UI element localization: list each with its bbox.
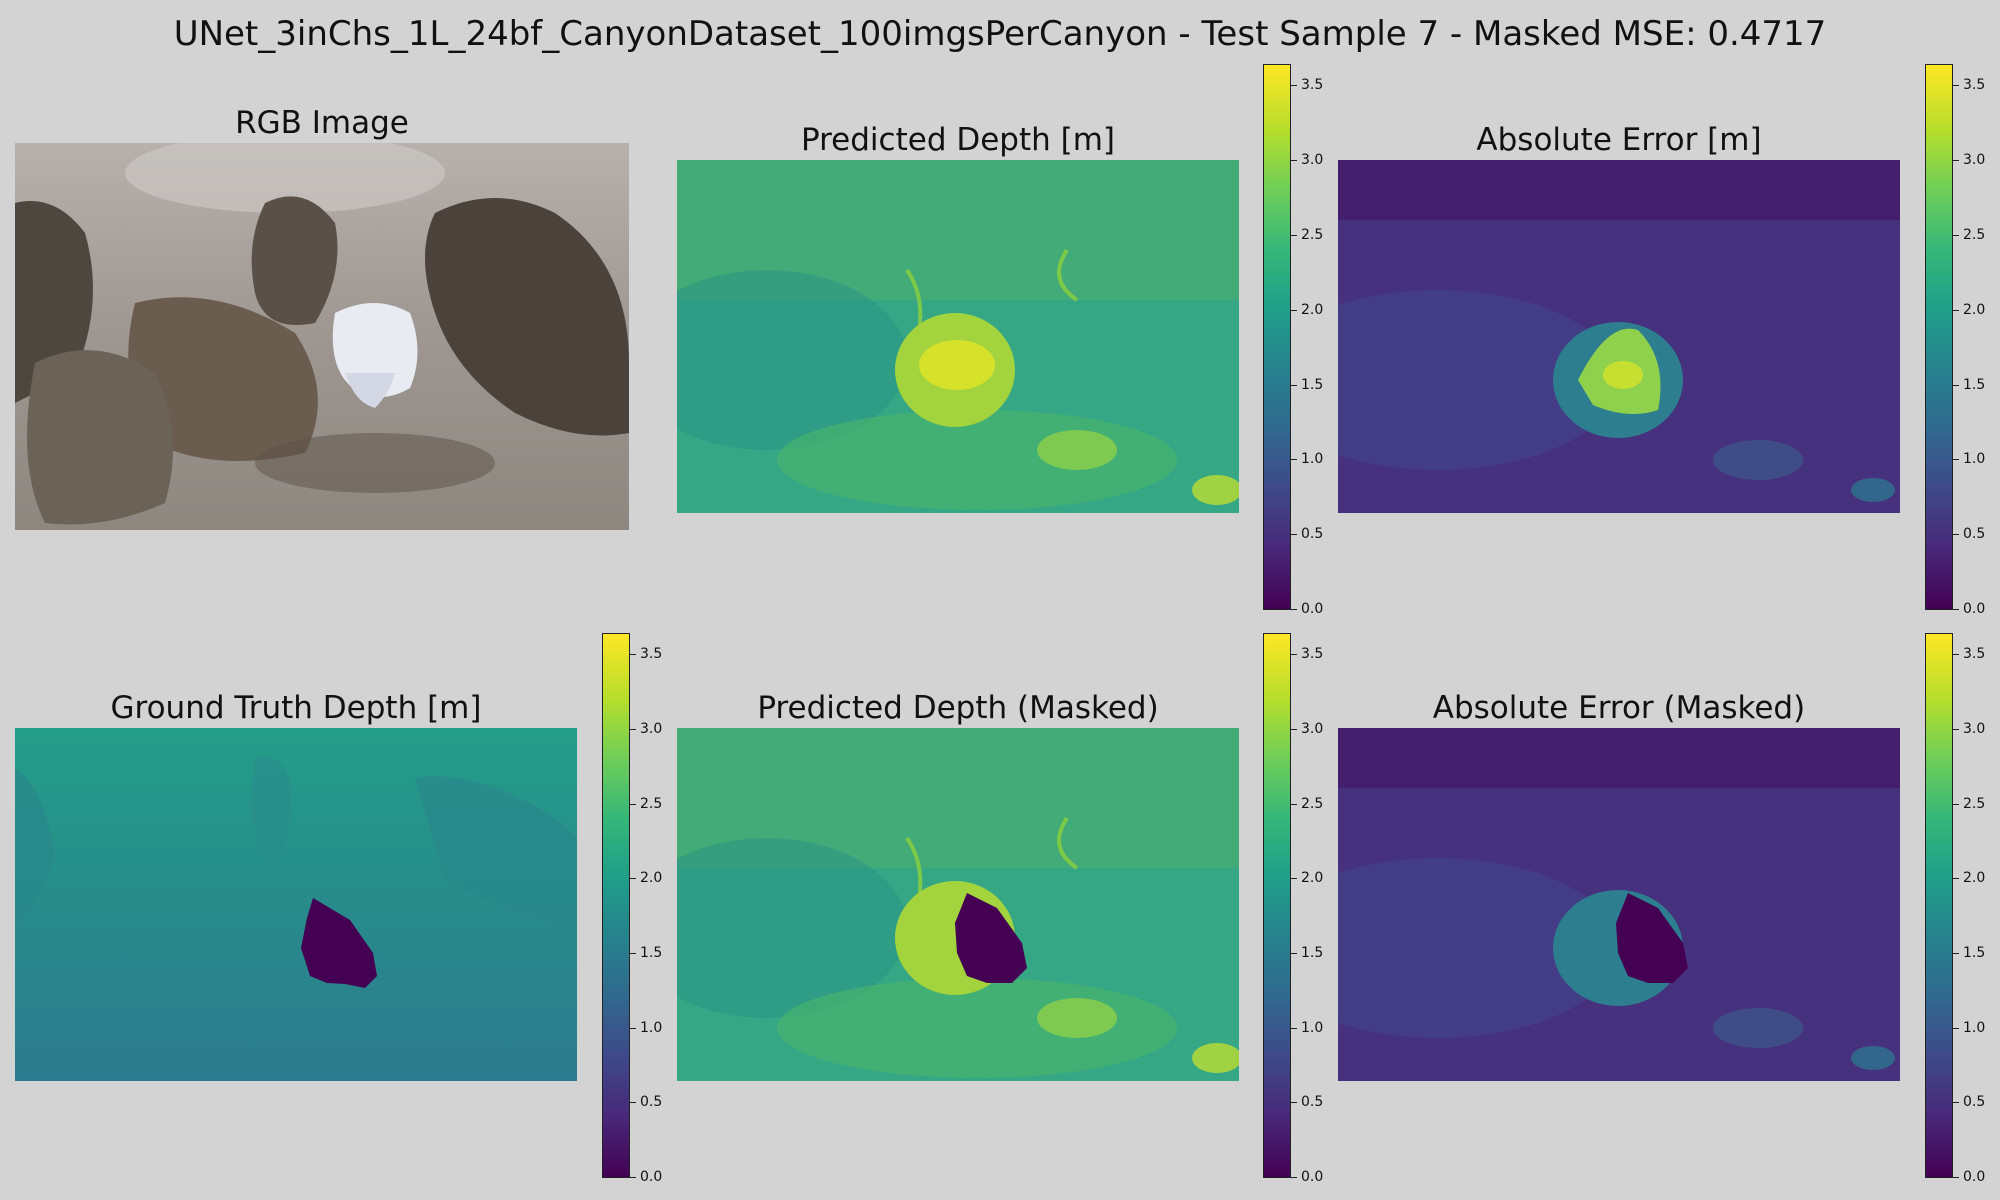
colorbar-err-tick: 3.5	[1952, 77, 1986, 94]
colorbar-gt-tick: 0.5	[629, 1094, 663, 1111]
colorbar-pred-masked-tick: 1.0	[1290, 1019, 1324, 1036]
colorbar-pred-tick: 2.5	[1290, 227, 1324, 244]
colorbar-pred-masked-tick: 0.5	[1290, 1094, 1324, 1111]
colorbar-err-masked-tick: 2.0	[1952, 870, 1986, 887]
colorbar-err-tick: 0.5	[1952, 526, 1986, 543]
abs-error-masked-map	[1338, 728, 1900, 1081]
colorbar-err-masked-tick: 1.5	[1952, 945, 1986, 962]
colorbar-pred	[1263, 64, 1291, 610]
panel-title-pred-masked: Predicted Depth (Masked)	[757, 690, 1159, 726]
colorbar-gt-tick: 1.0	[629, 1019, 663, 1036]
colorbar-err-masked-tick: 1.0	[1952, 1019, 1986, 1036]
colorbar-gt-tick: 3.0	[629, 721, 663, 738]
colorbar-gt-tick: 0.0	[629, 1169, 663, 1185]
colorbar-err-masked-tick: 0.5	[1952, 1094, 1986, 1111]
colorbar-err-tick: 2.5	[1952, 227, 1986, 244]
colorbar-gt-tick: 2.5	[629, 795, 663, 812]
colorbar-err-masked-tick: 3.0	[1952, 721, 1986, 738]
colorbar-pred-masked-tick: 0.0	[1290, 1169, 1324, 1185]
colorbar-pred-masked	[1263, 633, 1291, 1178]
gt-depth-map	[15, 728, 577, 1081]
colorbar-gt-tick: 3.5	[629, 646, 663, 663]
colorbar-err-tick: 1.5	[1952, 376, 1986, 393]
colorbar-err	[1925, 64, 1953, 610]
panel-title-pred: Predicted Depth [m]	[800, 122, 1116, 158]
pred-depth-masked-map	[677, 728, 1239, 1081]
abs-error-map	[1338, 160, 1900, 513]
colorbar-pred-masked-tick: 3.5	[1290, 646, 1324, 663]
panel-title-gt: Ground Truth Depth [m]	[110, 690, 482, 726]
colorbar-err-tick: 1.0	[1952, 451, 1986, 468]
colorbar-pred-masked-tick: 2.5	[1290, 795, 1324, 812]
colorbar-pred-masked-tick: 3.0	[1290, 721, 1324, 738]
rgb-image	[15, 143, 629, 530]
colorbar-err-masked-tick: 0.0	[1952, 1169, 1986, 1185]
colorbar-pred-masked-tick: 2.0	[1290, 870, 1324, 887]
colorbar-gt-tick: 2.0	[629, 870, 663, 887]
colorbar-pred-masked-tick: 1.5	[1290, 945, 1324, 962]
colorbar-pred-tick: 3.5	[1290, 77, 1324, 94]
colorbar-err-masked	[1925, 633, 1953, 1178]
colorbar-pred-tick: 1.5	[1290, 376, 1324, 393]
colorbar-gt-tick: 1.5	[629, 945, 663, 962]
figure-title: UNet_3inChs_1L_24bf_CanyonDataset_100img…	[173, 14, 1827, 54]
colorbar-err-tick: 3.0	[1952, 152, 1986, 169]
colorbar-err-masked-tick: 3.5	[1952, 646, 1986, 663]
panel-title-err: Absolute Error [m]	[1476, 122, 1762, 158]
colorbar-pred-tick: 1.0	[1290, 451, 1324, 468]
colorbar-err-masked-tick: 2.5	[1952, 795, 1986, 812]
colorbar-pred-tick: 2.0	[1290, 301, 1324, 318]
colorbar-pred-tick: 3.0	[1290, 152, 1324, 169]
colorbar-err-tick: 2.0	[1952, 301, 1986, 318]
colorbar-err-tick: 0.0	[1952, 601, 1986, 617]
pred-depth-map	[677, 160, 1239, 513]
colorbar-pred-tick: 0.5	[1290, 526, 1324, 543]
colorbar-pred-tick: 0.0	[1290, 601, 1324, 617]
colorbar-gt	[602, 633, 630, 1178]
panel-title-err-masked: Absolute Error (Masked)	[1432, 690, 1806, 726]
panel-title-rgb: RGB Image	[235, 105, 409, 141]
